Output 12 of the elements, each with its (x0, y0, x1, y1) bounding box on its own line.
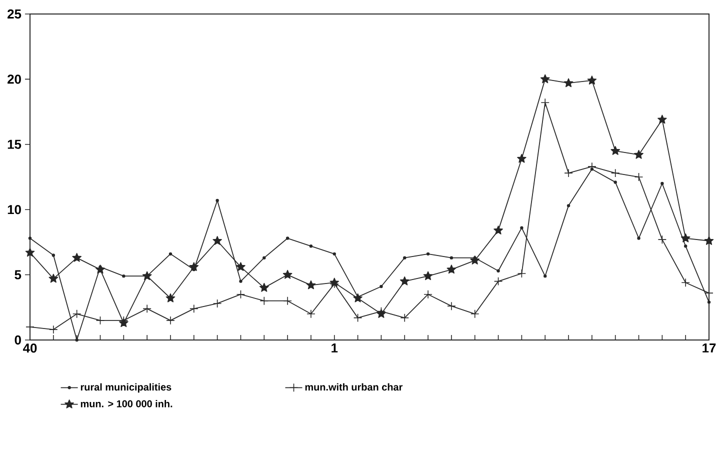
y-tick-label: 25 (8, 9, 22, 19)
x-tick-label: 17 (702, 344, 716, 352)
legend-label: mun.with urban char (305, 383, 403, 391)
y-tick-label: 0 (14, 335, 21, 345)
legend-label: rural municipalities (80, 383, 172, 393)
x-tick-label: 40 (23, 344, 37, 353)
y-tick-label: 20 (8, 74, 21, 84)
y-tick-label: 10 (8, 204, 21, 214)
x-tick-label: 1 (332, 344, 338, 352)
y-tick-label: 15 (8, 140, 22, 149)
legend-label: mun. > 100 000 inh. (80, 400, 172, 408)
y-tick-label: 5 (14, 270, 22, 280)
